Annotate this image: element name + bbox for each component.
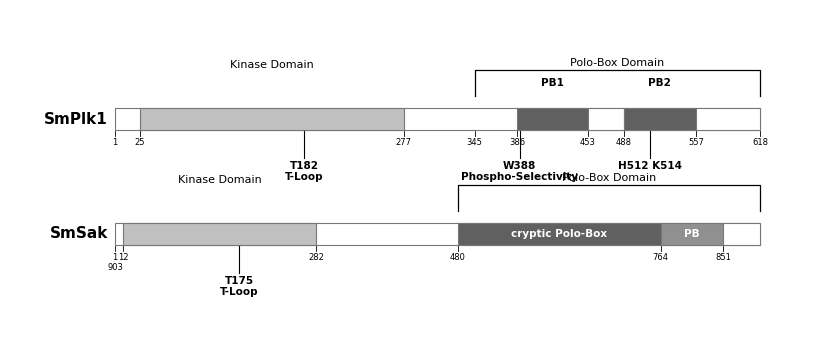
Text: 1: 1: [113, 138, 118, 147]
Text: T-Loop: T-Loop: [220, 287, 258, 297]
Bar: [140, 108, 403, 130]
Text: 12: 12: [118, 253, 128, 262]
Text: 277: 277: [395, 138, 411, 147]
Text: 488: 488: [615, 138, 631, 147]
Bar: [457, 223, 660, 245]
Bar: [587, 108, 623, 130]
Text: 1: 1: [113, 253, 118, 262]
Text: 25: 25: [135, 138, 145, 147]
Bar: [696, 108, 759, 130]
Text: PB: PB: [683, 229, 698, 239]
Text: 851: 851: [714, 253, 729, 262]
Text: W388: W388: [503, 161, 536, 171]
Text: T182: T182: [289, 161, 318, 171]
Text: 618: 618: [751, 138, 767, 147]
Bar: [722, 223, 759, 245]
Text: 480: 480: [449, 253, 465, 262]
Text: PB1: PB1: [540, 78, 563, 88]
Text: 764: 764: [652, 253, 668, 262]
Text: 282: 282: [308, 253, 324, 262]
Bar: [623, 108, 696, 130]
Text: 903: 903: [107, 263, 123, 272]
Text: PB2: PB2: [647, 78, 671, 88]
Bar: [123, 223, 315, 245]
Bar: [115, 108, 759, 130]
Text: T175: T175: [224, 276, 253, 286]
Text: T-Loop: T-Loop: [285, 172, 323, 182]
Text: cryptic Polo-Box: cryptic Polo-Box: [510, 229, 606, 239]
Text: 557: 557: [687, 138, 703, 147]
Text: Kinase Domain: Kinase Domain: [229, 60, 313, 70]
Bar: [115, 223, 759, 245]
Text: 386: 386: [508, 138, 525, 147]
Text: H512 K514: H512 K514: [618, 161, 681, 171]
Text: SmSak: SmSak: [50, 226, 108, 241]
Text: Phospho-Selectivity: Phospho-Selectivity: [460, 172, 577, 182]
Text: Kinase Domain: Kinase Domain: [177, 175, 261, 185]
Text: 345: 345: [466, 138, 482, 147]
Bar: [517, 108, 587, 130]
Text: Polo-Box Domain: Polo-Box Domain: [570, 58, 663, 68]
Text: 453: 453: [579, 138, 595, 147]
Bar: [660, 223, 722, 245]
Text: Polo-Box Domain: Polo-Box Domain: [561, 173, 655, 183]
Text: SmPlk1: SmPlk1: [44, 112, 108, 126]
